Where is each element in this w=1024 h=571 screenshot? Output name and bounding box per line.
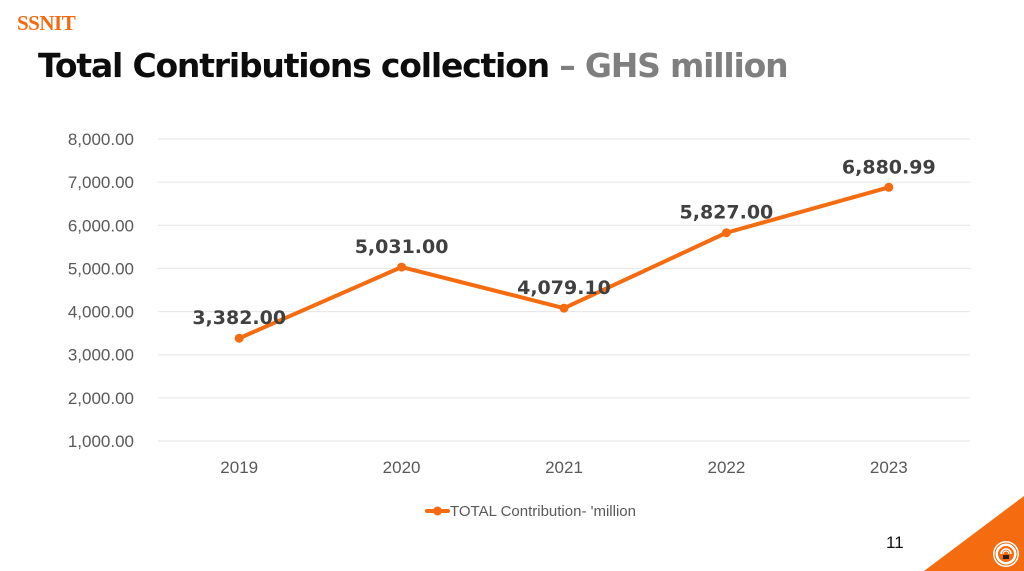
data-point [721,228,731,238]
series-line [237,185,891,341]
y-tick-label: 1,000.00 [68,432,134,451]
data-point [234,333,244,343]
y-tick-label: 4,000.00 [68,303,134,322]
data-label: 6,880.99 [842,156,936,178]
legend-label: TOTAL Contribution- 'million [450,503,636,520]
x-tick-label: 2020 [383,458,421,477]
title-unit: – GHS million [548,46,788,85]
y-tick-label: 6,000.00 [68,216,134,235]
data-label: 3,382.00 [192,307,286,329]
data-label: 4,079.10 [517,277,611,299]
x-tick-label: 2021 [545,458,583,477]
legend: TOTAL Contribution- 'million [425,503,636,520]
page-title: Total Contributions collection – GHS mil… [38,46,789,85]
y-axis-tick-labels: 1,000.00 2,000.00 3,000.00 4,000.00 5,000.00… [68,130,134,451]
legend-marker-icon [433,506,442,516]
data-point [397,262,407,272]
y-tick-label: 2,000.00 [68,389,134,408]
data-point [559,303,569,313]
title-main: Total Contributions collection [38,46,550,85]
brand-logo-text: SSNIT [17,11,76,35]
data-label: 5,031.00 [355,236,449,258]
y-tick-label: 7,000.00 [68,173,134,192]
y-tick-label: 8,000.00 [68,130,134,149]
page-number: 11 [886,533,904,552]
data-label: 5,827.00 [680,202,774,224]
y-tick-label: 5,000.00 [68,259,134,278]
data-labels: 3,382.00 5,031.00 4,079.10 5,827.00 6,880.99 [192,156,935,329]
ssnit-seal-icon [993,541,1019,567]
data-point [884,182,894,192]
series-total-contribution [234,182,894,343]
y-tick-label: 3,000.00 [68,346,134,365]
x-tick-label: 2019 [220,458,258,477]
x-tick-label: 2023 [870,458,908,477]
corner-decoration [924,496,1024,571]
x-tick-label: 2022 [707,458,745,477]
x-axis-tick-labels: 2019 2020 2021 2022 2023 [220,458,907,477]
